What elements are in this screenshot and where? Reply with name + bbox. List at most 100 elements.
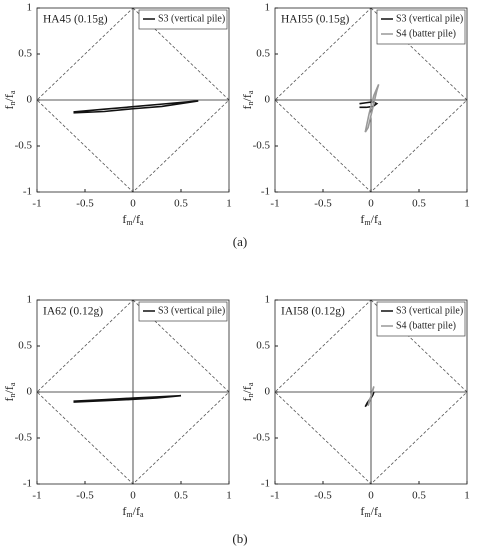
x-tick-label: 1: [464, 490, 470, 502]
hysteresis-loop: [367, 386, 375, 407]
y-tick-label: -0.5: [15, 432, 33, 444]
x-axis-label-part: a: [140, 218, 144, 227]
y-tick-label: -1: [261, 186, 270, 198]
y-axis-label-part: n: [246, 101, 255, 105]
x-tick-label: 0: [130, 198, 136, 210]
panel-title: IAI58 (0.12g): [281, 306, 345, 318]
x-tick-label: -1: [32, 198, 41, 210]
x-axis-label-part: a: [378, 218, 382, 227]
y-axis-label-part: f: [240, 105, 254, 109]
hysteresis-loop: [364, 84, 380, 133]
legend-label: S3 (vertical pile): [396, 305, 463, 316]
y-tick-label: -1: [23, 478, 32, 490]
panel-title: HA45 (0.15g): [43, 14, 108, 26]
x-axis-label-part: /f: [133, 212, 140, 226]
y-axis-label-part: /f: [2, 94, 16, 101]
x-axis-label-part: /f: [371, 212, 378, 226]
y-axis-label: fn/fa: [240, 382, 255, 401]
x-axis-label-part: f: [360, 504, 364, 518]
x-tick-label: -1: [270, 490, 279, 502]
x-tick-label: 0.5: [412, 490, 426, 502]
x-axis-label-part: /f: [133, 504, 140, 518]
y-tick-label: 1: [27, 294, 33, 306]
y-axis-label-part: a: [246, 90, 255, 94]
legend-label: S4 (batter pile): [396, 28, 456, 39]
y-tick-label: -1: [261, 478, 270, 490]
x-axis-label: fm/fa: [360, 212, 382, 227]
x-tick-label: -0.5: [314, 198, 332, 210]
x-tick-label: -0.5: [314, 490, 332, 502]
x-tick-label: 0.5: [412, 198, 426, 210]
x-axis-label-part: /f: [371, 504, 378, 518]
x-axis-label-part: m: [126, 510, 133, 519]
x-axis-label: fm/fa: [122, 504, 144, 519]
caption: (b): [232, 531, 247, 546]
x-tick-label: 0: [368, 198, 374, 210]
y-tick-label: 1: [265, 294, 271, 306]
legend-label: S4 (batter pile): [396, 320, 456, 331]
x-axis-label-part: a: [378, 510, 382, 519]
x-axis-label-part: m: [126, 218, 133, 227]
x-tick-label: 1: [226, 198, 232, 210]
y-tick-label: -0.5: [15, 140, 33, 152]
y-axis-label-part: /f: [240, 94, 254, 101]
caption: (a): [233, 234, 247, 249]
x-tick-label: 1: [226, 490, 232, 502]
x-tick-label: -0.5: [76, 490, 94, 502]
y-axis-label-part: a: [8, 90, 17, 94]
y-axis-label-part: a: [8, 382, 17, 386]
x-tick-label: 0.5: [174, 198, 188, 210]
x-tick-label: -1: [270, 198, 279, 210]
x-axis-label-part: a: [140, 510, 144, 519]
y-tick-label: 0.5: [18, 48, 32, 60]
y-tick-label: 0: [27, 94, 33, 106]
legend-box: [138, 301, 228, 322]
x-axis-label-part: m: [364, 218, 371, 227]
y-axis-label-part: f: [240, 397, 254, 401]
x-tick-label: 0: [130, 490, 136, 502]
y-tick-label: 0: [265, 94, 271, 106]
legend-box: [376, 9, 466, 45]
y-tick-label: 0.5: [256, 48, 270, 60]
hysteresis-loop: [73, 100, 199, 114]
y-axis-label-part: /f: [240, 386, 254, 393]
legend-label: S3 (vertical pile): [158, 305, 225, 316]
x-axis-label-part: f: [360, 212, 364, 226]
panel-title: HAI55 (0.15g): [281, 14, 350, 26]
y-tick-label: 1: [27, 2, 33, 14]
x-tick-label: 0: [368, 490, 374, 502]
legend-box: [376, 301, 466, 337]
legend-box: [138, 9, 228, 30]
y-tick-label: 1: [265, 2, 271, 14]
x-tick-label: 0.5: [174, 490, 188, 502]
y-tick-label: -0.5: [253, 140, 271, 152]
legend-label: S3 (vertical pile): [396, 13, 463, 24]
x-axis-label-part: f: [122, 212, 126, 226]
y-axis-label: fn/fa: [2, 90, 17, 109]
panel-title: IA62 (0.12g): [43, 306, 103, 318]
x-tick-label: -1: [32, 490, 41, 502]
y-tick-label: 0: [265, 386, 271, 398]
x-axis-label: fm/fa: [360, 504, 382, 519]
y-tick-label: 0.5: [256, 340, 270, 352]
x-axis-label-part: m: [364, 510, 371, 519]
hysteresis-loop: [359, 101, 379, 109]
y-axis-label-part: n: [8, 101, 17, 105]
y-axis-label-part: n: [8, 393, 17, 397]
y-axis-label-part: /f: [2, 386, 16, 393]
y-axis-label: fn/fa: [240, 90, 255, 109]
y-axis-label-part: n: [246, 393, 255, 397]
x-axis-label-part: f: [122, 504, 126, 518]
y-axis-label-part: a: [246, 382, 255, 386]
hysteresis-loop: [73, 394, 182, 403]
legend-label: S3 (vertical pile): [158, 13, 225, 24]
y-tick-label: 0: [27, 386, 33, 398]
y-tick-label: -0.5: [253, 432, 271, 444]
y-axis-label: fn/fa: [2, 382, 17, 401]
x-tick-label: -0.5: [76, 198, 94, 210]
